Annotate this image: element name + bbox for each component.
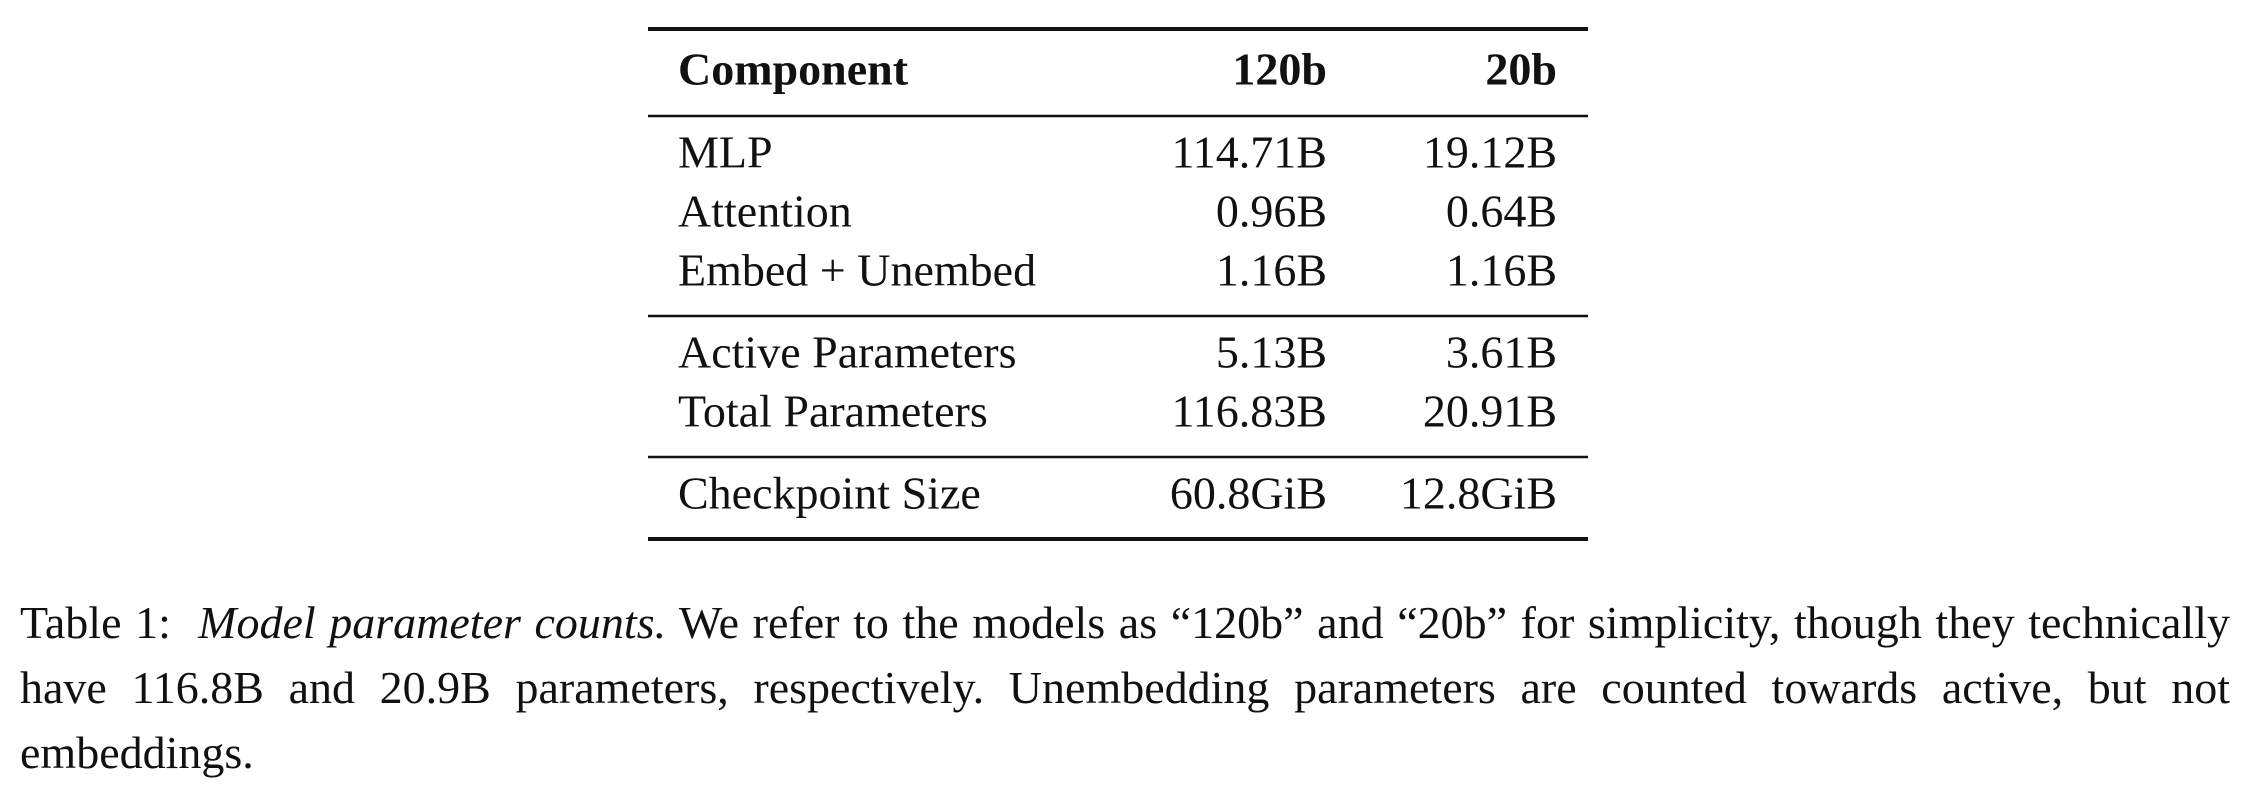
row-label: Attention bbox=[678, 186, 852, 237]
row-label: Active Parameters bbox=[678, 327, 1016, 378]
value-cell: 1.16B bbox=[1216, 245, 1327, 296]
row-label: Checkpoint Size bbox=[678, 468, 981, 519]
value-cell: 5.13B bbox=[1216, 327, 1327, 378]
value-cell: 60.8GiB bbox=[1170, 468, 1327, 519]
value-cell: 114.71B bbox=[1172, 127, 1327, 178]
value-cell: 116.83B bbox=[1172, 386, 1327, 437]
parameter-table: Component 120b 20b MLP 114.71B 19.12B Attentio… bbox=[648, 27, 1588, 541]
row-label: MLP bbox=[678, 127, 773, 178]
value-cell: 1.16B bbox=[1446, 245, 1557, 296]
caption-title: Model parameter counts. bbox=[198, 597, 667, 648]
header-cell: Component bbox=[678, 44, 909, 95]
value-cell: 19.12B bbox=[1423, 127, 1557, 178]
value-cell: 0.64B bbox=[1446, 186, 1557, 237]
row-label: Total Parameters bbox=[678, 386, 988, 437]
header-cell: 20b bbox=[1485, 44, 1557, 95]
caption-text: We refer to the models as “120b” and “20… bbox=[20, 597, 2231, 778]
row-label: Embed + Unembed bbox=[678, 245, 1036, 296]
header-cell: 120b bbox=[1232, 44, 1327, 95]
table-caption: Table 1: Model parameter counts. We refe… bbox=[20, 590, 2230, 785]
caption-label: Table 1: bbox=[20, 597, 171, 648]
value-cell: 3.61B bbox=[1446, 327, 1557, 378]
value-cell: 0.96B bbox=[1216, 186, 1327, 237]
value-cell: 12.8GiB bbox=[1400, 468, 1557, 519]
value-cell: 20.91B bbox=[1423, 386, 1557, 437]
